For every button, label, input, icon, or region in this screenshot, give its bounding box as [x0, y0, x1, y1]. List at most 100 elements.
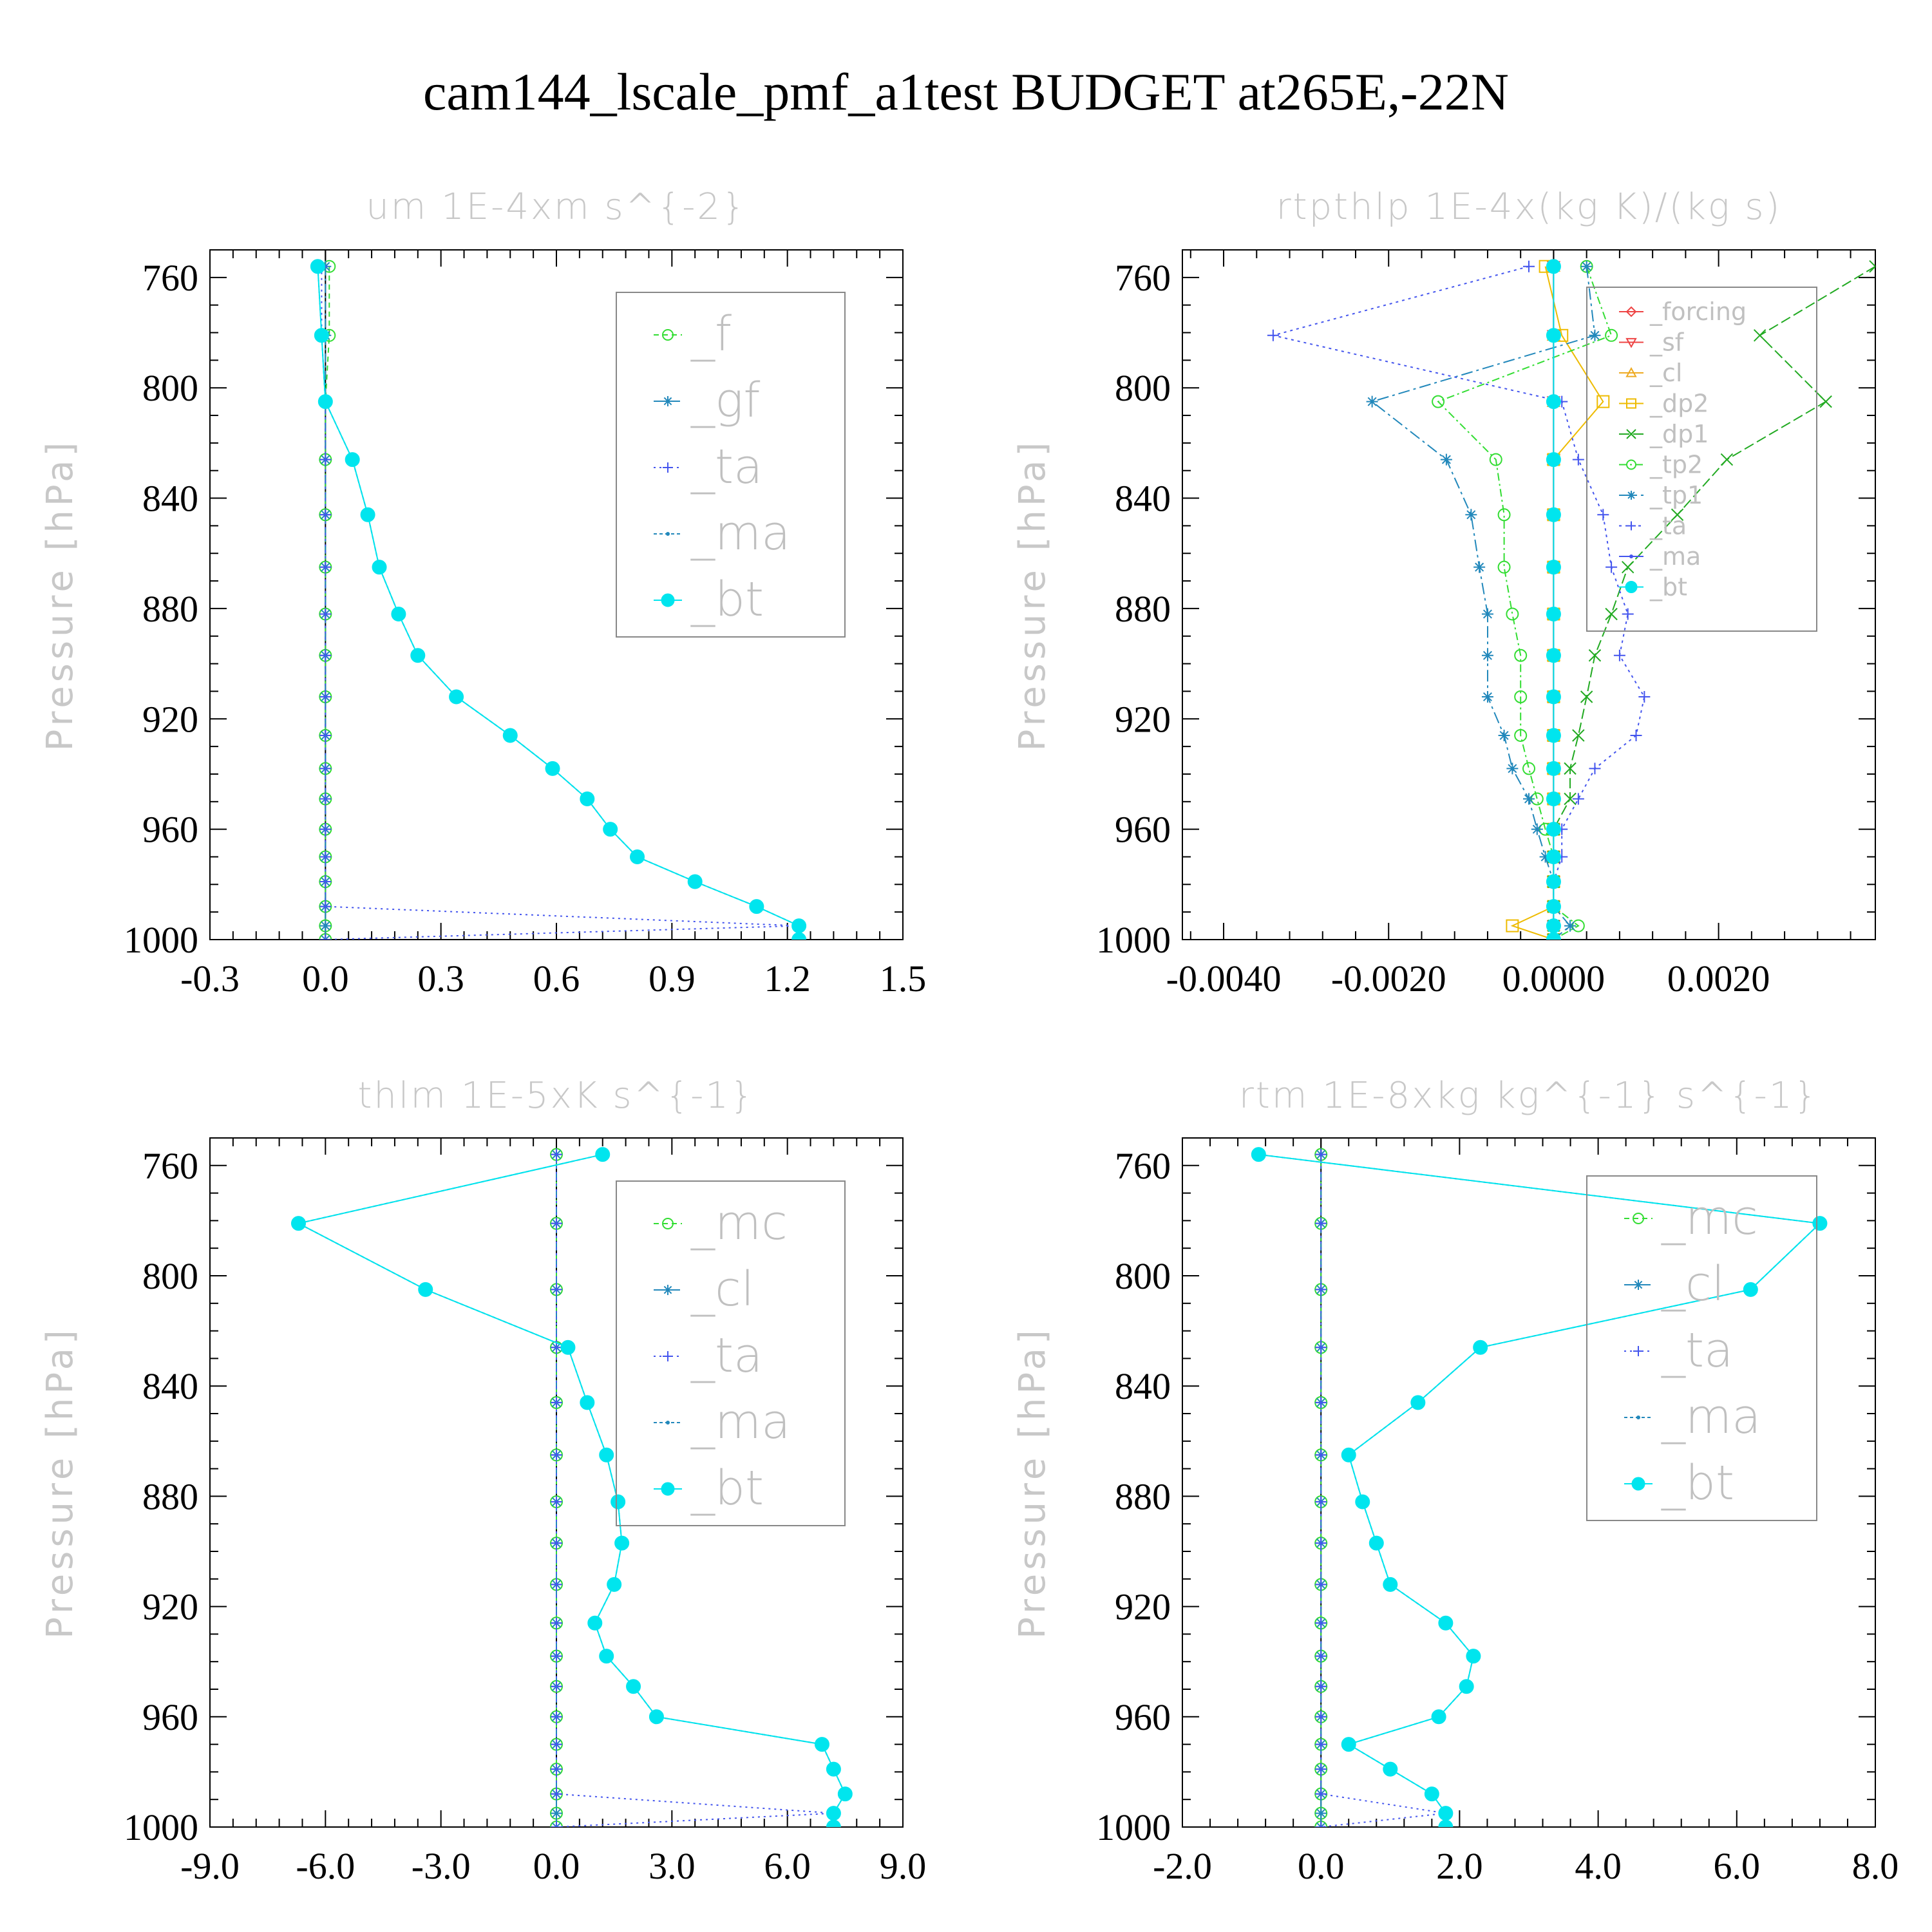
- data-point-tp1: [1465, 509, 1477, 521]
- plot-frame: [1182, 1137, 1876, 1828]
- data-point-bt: [1546, 648, 1561, 663]
- y-tick-label: 840: [1115, 1365, 1171, 1407]
- data-point-ta: [1630, 729, 1642, 741]
- legend-swatch-marker: [661, 1482, 675, 1496]
- x-tick-label: 0.9: [649, 958, 696, 999]
- data-point-bt: [837, 1786, 853, 1802]
- data-point-bt: [360, 507, 375, 522]
- legend-swatch-marker: [1625, 337, 1637, 348]
- legend-swatch-marker: [1631, 1477, 1645, 1491]
- x-tick-label: 6.0: [764, 1845, 811, 1887]
- legend-label: _mc: [1661, 1190, 1758, 1245]
- x-tick-label: -2.0: [1153, 1845, 1212, 1887]
- legend-label: _ta: [690, 1328, 762, 1383]
- data-point-bt: [603, 822, 618, 837]
- data-point-bt: [345, 452, 360, 468]
- data-point-dp1: [1564, 762, 1577, 775]
- y-tick-label: 800: [1115, 367, 1171, 409]
- data-point-bt: [1546, 932, 1561, 940]
- x-tick-label: 6.0: [1714, 1845, 1761, 1887]
- y-axis-label: Pressure [hPa]: [1012, 439, 1054, 752]
- data-point-bt: [826, 1761, 841, 1777]
- data-point-bt: [1473, 1340, 1488, 1355]
- x-tick-label: 1.2: [764, 958, 811, 999]
- x-tick-label: 9.0: [880, 1845, 927, 1887]
- data-point-tp1: [1506, 762, 1519, 775]
- data-point-ta: [1315, 1449, 1327, 1461]
- y-axis-label: Pressure [hPa]: [39, 439, 81, 752]
- data-point-bt: [290, 1216, 306, 1231]
- x-tick-label: -9.0: [180, 1845, 240, 1887]
- data-point-bt: [1368, 1535, 1384, 1551]
- data-point-tp1: [1539, 851, 1551, 863]
- data-point-ta: [1315, 1821, 1327, 1827]
- y-tick-label: 760: [142, 257, 198, 299]
- series-line-tp2: [1437, 266, 1613, 940]
- legend-swatch-marker: [1636, 1416, 1640, 1419]
- panel-top-right: rtpthlp 1E-4x(kg K)/(kg s) Pressure [hPa]…: [1012, 186, 1876, 999]
- data-point-bt: [1546, 728, 1561, 743]
- data-point-bt: [649, 1709, 664, 1725]
- y-tick-label: 960: [142, 1696, 198, 1738]
- data-point-tp2: [1432, 395, 1445, 408]
- series-line-ta: [1320, 1154, 1446, 1827]
- data-point-ta: [319, 509, 332, 521]
- series-line-f: [325, 266, 330, 940]
- panel-top-left: um 1E-4xm s^{-2} Pressure [hPa] 760 800 840 8…: [39, 186, 926, 999]
- legend-label: _ta: [690, 439, 762, 495]
- data-point-ta: [551, 1396, 562, 1408]
- panel-title: thlm 1E-5xK s^{-1}: [357, 1075, 755, 1117]
- legend-label: _ma: [1661, 1389, 1761, 1444]
- x-tick-label: 8.0: [1852, 1845, 1899, 1887]
- data-point-ta: [1315, 1495, 1327, 1508]
- data-point-bt: [1410, 1395, 1426, 1410]
- series-layer: [310, 259, 807, 940]
- data-point-bt: [1546, 791, 1561, 807]
- data-point-bt: [310, 259, 325, 274]
- legend-label: _sf: [1649, 328, 1685, 357]
- data-point-tp2: [1605, 328, 1618, 342]
- legend-swatch-marker: [1627, 521, 1636, 531]
- data-point-bt: [1355, 1494, 1370, 1510]
- panel-title: um 1E-4xm s^{-2}: [366, 186, 746, 228]
- legend-swatch-marker: [662, 1218, 674, 1229]
- legend-swatch-marker: [1625, 306, 1637, 317]
- data-point-dp1: [1869, 260, 1875, 273]
- legend-label: _mc: [690, 1195, 788, 1251]
- data-point-bt: [317, 394, 333, 410]
- y-tick-label: 1000: [1096, 1806, 1171, 1848]
- y-tick-label: 960: [1115, 1696, 1171, 1738]
- data-point-tp2: [1514, 728, 1528, 742]
- legend-box: [1586, 287, 1817, 632]
- legend-label: _ta: [1649, 512, 1687, 540]
- data-point-tp1: [1481, 649, 1493, 661]
- series-layer: [290, 1147, 853, 1827]
- data-point-ta: [551, 1449, 562, 1461]
- data-point-ta: [1315, 1738, 1327, 1750]
- data-point-ta: [319, 876, 332, 888]
- data-point-ta: [551, 1763, 562, 1776]
- legend-box: [616, 1180, 846, 1526]
- data-point-bt: [1251, 1147, 1266, 1162]
- data-point-bt: [1431, 1709, 1446, 1725]
- data-point-ta: [551, 1650, 562, 1662]
- data-point-tp1: [1440, 453, 1452, 466]
- x-tick-label: 0.0000: [1502, 958, 1605, 999]
- data-point-bt: [791, 918, 807, 934]
- legend-label: _dp2: [1649, 390, 1709, 418]
- data-point-bt: [687, 874, 703, 889]
- x-tick-label: 1.5: [880, 958, 927, 999]
- data-point-ta: [1315, 1217, 1327, 1229]
- data-point-bt: [607, 1577, 622, 1592]
- legend-box: [616, 292, 846, 638]
- data-point-tp1: [1531, 823, 1543, 835]
- legend-box: [1586, 1175, 1817, 1521]
- data-point-cl: [551, 1807, 562, 1819]
- data-point-ta: [319, 934, 332, 940]
- data-point-bt: [1383, 1761, 1398, 1777]
- legend-swatch-marker: [1626, 429, 1636, 439]
- data-point-dp1: [1588, 649, 1602, 662]
- data-point-tp2: [1506, 607, 1519, 621]
- data-point-bt: [1424, 1786, 1439, 1802]
- data-point-dp2: [1506, 919, 1519, 933]
